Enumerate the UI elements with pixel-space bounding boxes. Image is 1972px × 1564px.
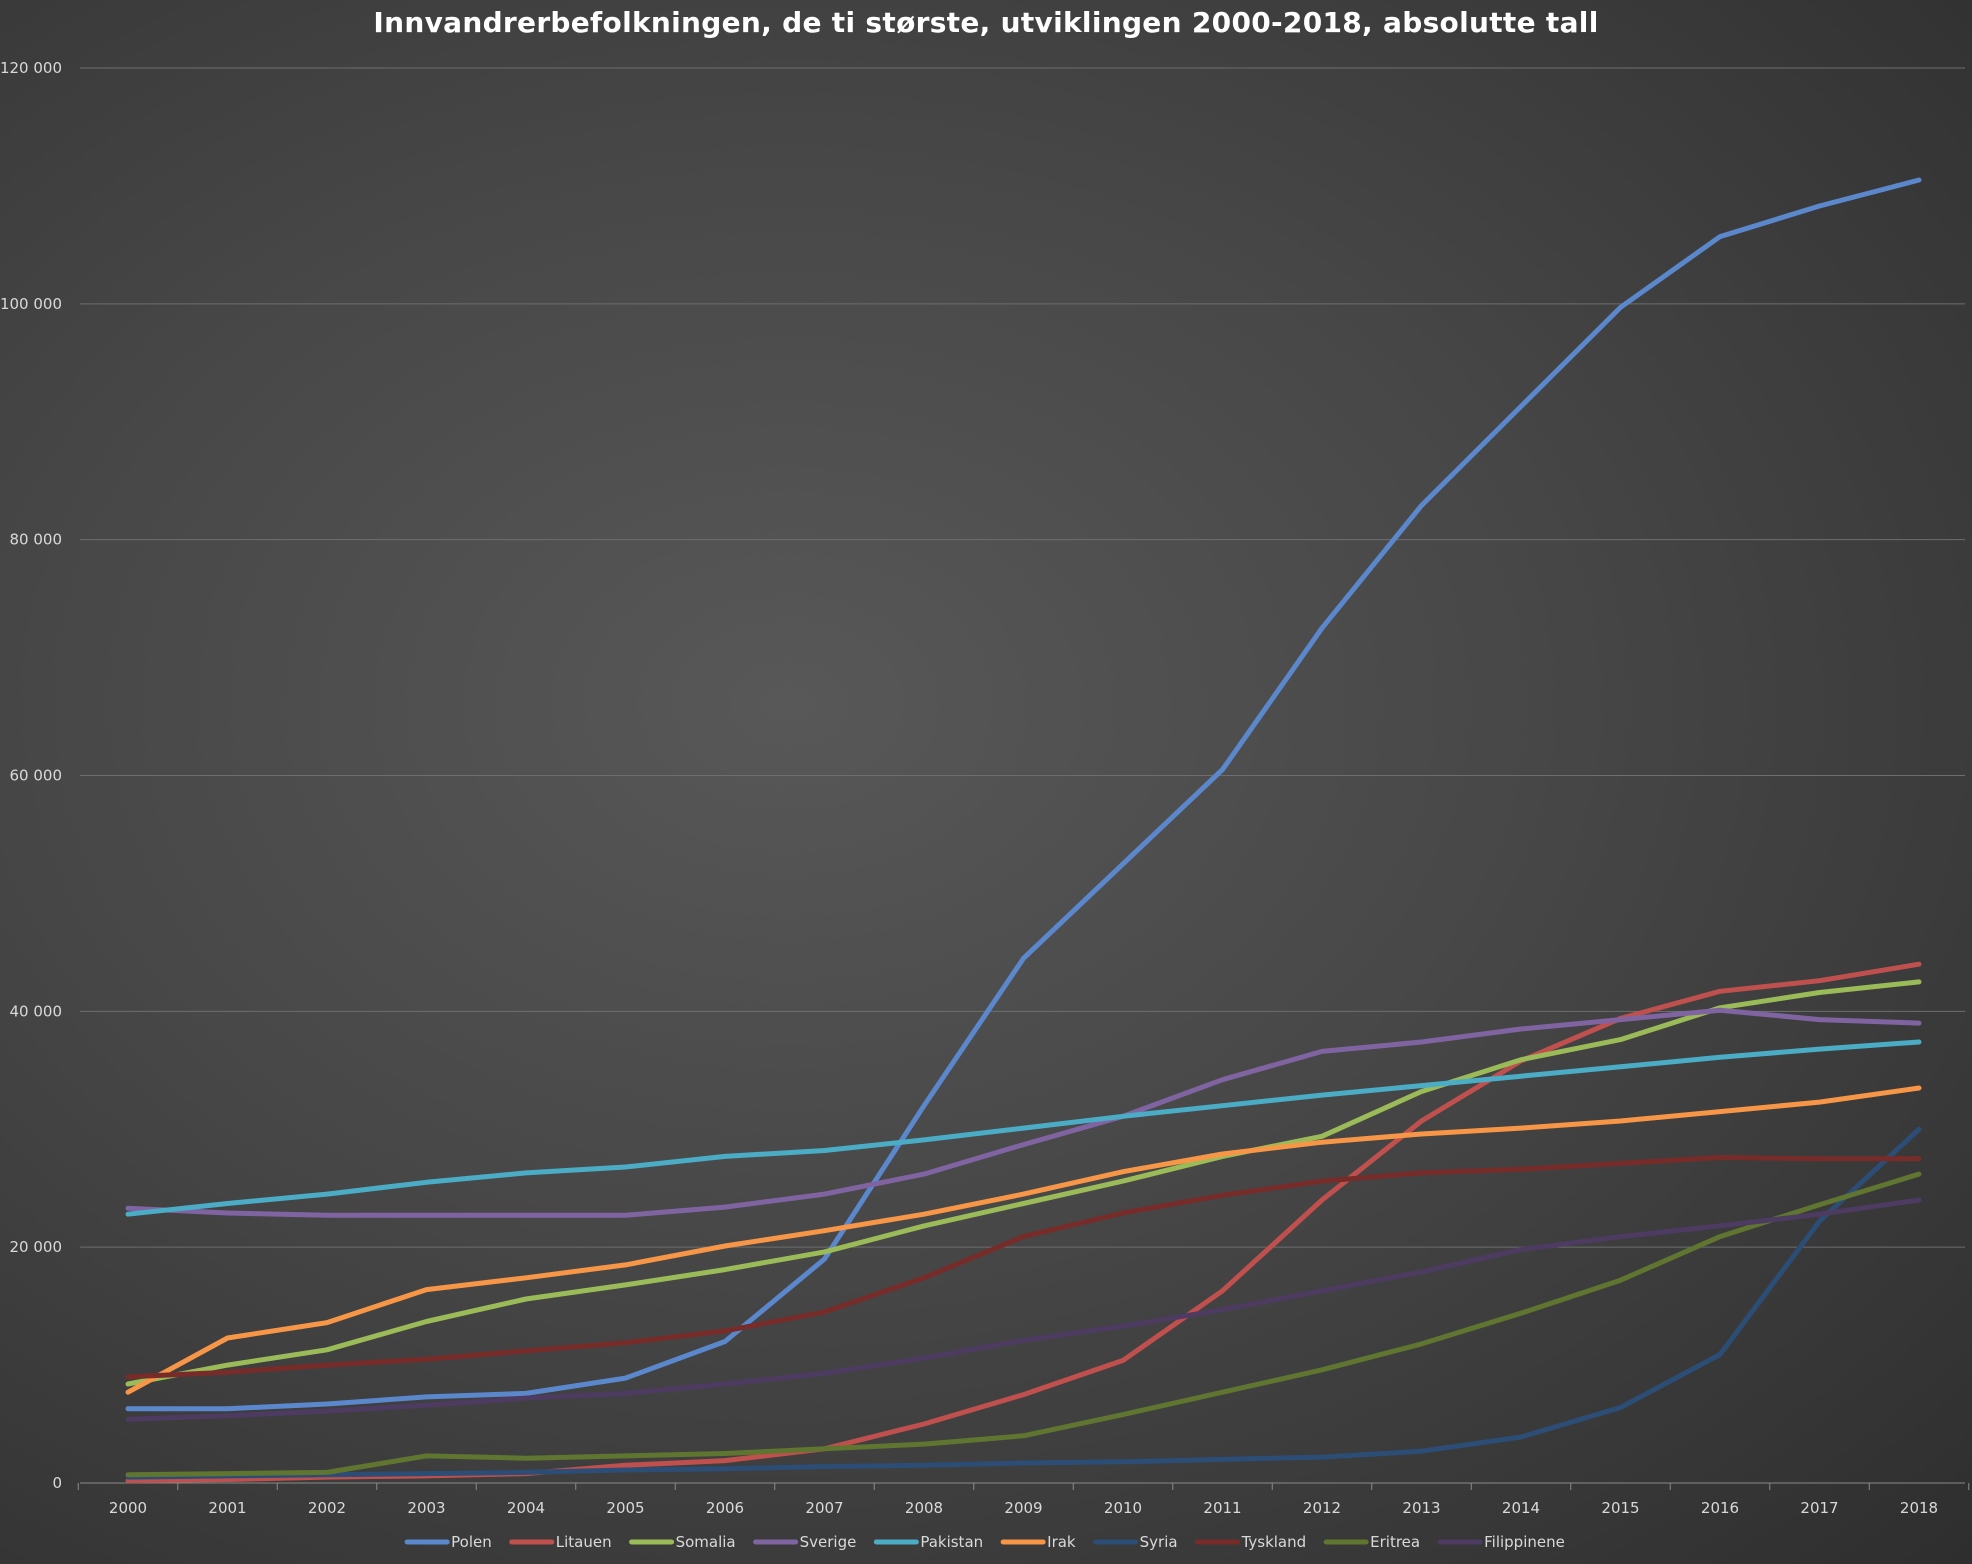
x-tick-label: 2012 [1303, 1499, 1341, 1517]
y-tick-label: 0 [52, 1474, 62, 1492]
legend-label: Sverige [800, 1533, 857, 1551]
x-tick-label: 2009 [1004, 1499, 1042, 1517]
legend: Polen Litauen Somalia Sverige Pakistan Irak Sy… [404, 1533, 1565, 1551]
x-tick-label: 2006 [706, 1499, 744, 1517]
x-tick-label: 2004 [507, 1499, 545, 1517]
legend-label: Somalia [676, 1533, 736, 1551]
legend-label: Polen [451, 1533, 492, 1551]
x-tick-label: 2003 [407, 1499, 445, 1517]
x-tick-label: 2017 [1800, 1499, 1838, 1517]
series-line-eritrea [125, 1171, 1922, 1478]
x-tick-label: 2014 [1502, 1499, 1540, 1517]
y-axis-ticks: 0 20 000 40 000 60 000 80 000 100 000 120 000 [0, 59, 62, 1492]
legend-label: Syria [1140, 1533, 1178, 1551]
x-tick-label: 2002 [308, 1499, 346, 1517]
x-tick-label: 2011 [1203, 1499, 1241, 1517]
series-line-polen [125, 177, 1922, 1412]
x-tick-label: 2001 [208, 1499, 246, 1517]
series-line-litauen [125, 961, 1922, 1484]
series-line-sverige [125, 1007, 1922, 1218]
chart-title: Innvandrerbefolkningen, de ti største, u… [373, 6, 1599, 39]
y-tick-label: 60 000 [10, 767, 63, 785]
y-tick-label: 80 000 [10, 531, 63, 549]
x-tick-label: 2000 [109, 1499, 147, 1517]
legend-label: Litauen [556, 1533, 612, 1551]
series-line-irak [125, 1085, 1922, 1395]
x-axis-ticks: 2000 2001 2002 2003 2004 2005 2006 2007 2008 2009… [77, 1483, 1970, 1517]
legend-label: Pakistan [920, 1533, 983, 1551]
legend-label: Eritrea [1370, 1533, 1420, 1551]
gridlines [80, 67, 1965, 1484]
x-tick-label: 2013 [1402, 1499, 1440, 1517]
x-tick-label: 2008 [905, 1499, 943, 1517]
x-tick-label: 2007 [805, 1499, 843, 1517]
y-tick-label: 40 000 [10, 1002, 63, 1020]
series-line-pakistan [125, 1039, 1922, 1217]
legend-label: Tyskland [1241, 1533, 1307, 1551]
x-tick-label: 2005 [606, 1499, 644, 1517]
series-line-tyskland [125, 1155, 1922, 1380]
x-tick-label: 2010 [1104, 1499, 1142, 1517]
y-tick-label: 120 000 [0, 59, 62, 77]
legend-label: Irak [1047, 1533, 1076, 1551]
series-line-somalia [125, 979, 1922, 1387]
series-lines [125, 177, 1922, 1484]
y-tick-label: 20 000 [10, 1238, 63, 1256]
y-tick-label: 100 000 [0, 295, 62, 313]
series-line-syria [125, 1126, 1922, 1480]
legend-label: Filippinene [1484, 1533, 1565, 1551]
series-line-filippinene [125, 1197, 1922, 1422]
x-tick-label: 2016 [1701, 1499, 1739, 1517]
x-tick-label: 2018 [1900, 1499, 1938, 1517]
x-tick-label: 2015 [1601, 1499, 1639, 1517]
